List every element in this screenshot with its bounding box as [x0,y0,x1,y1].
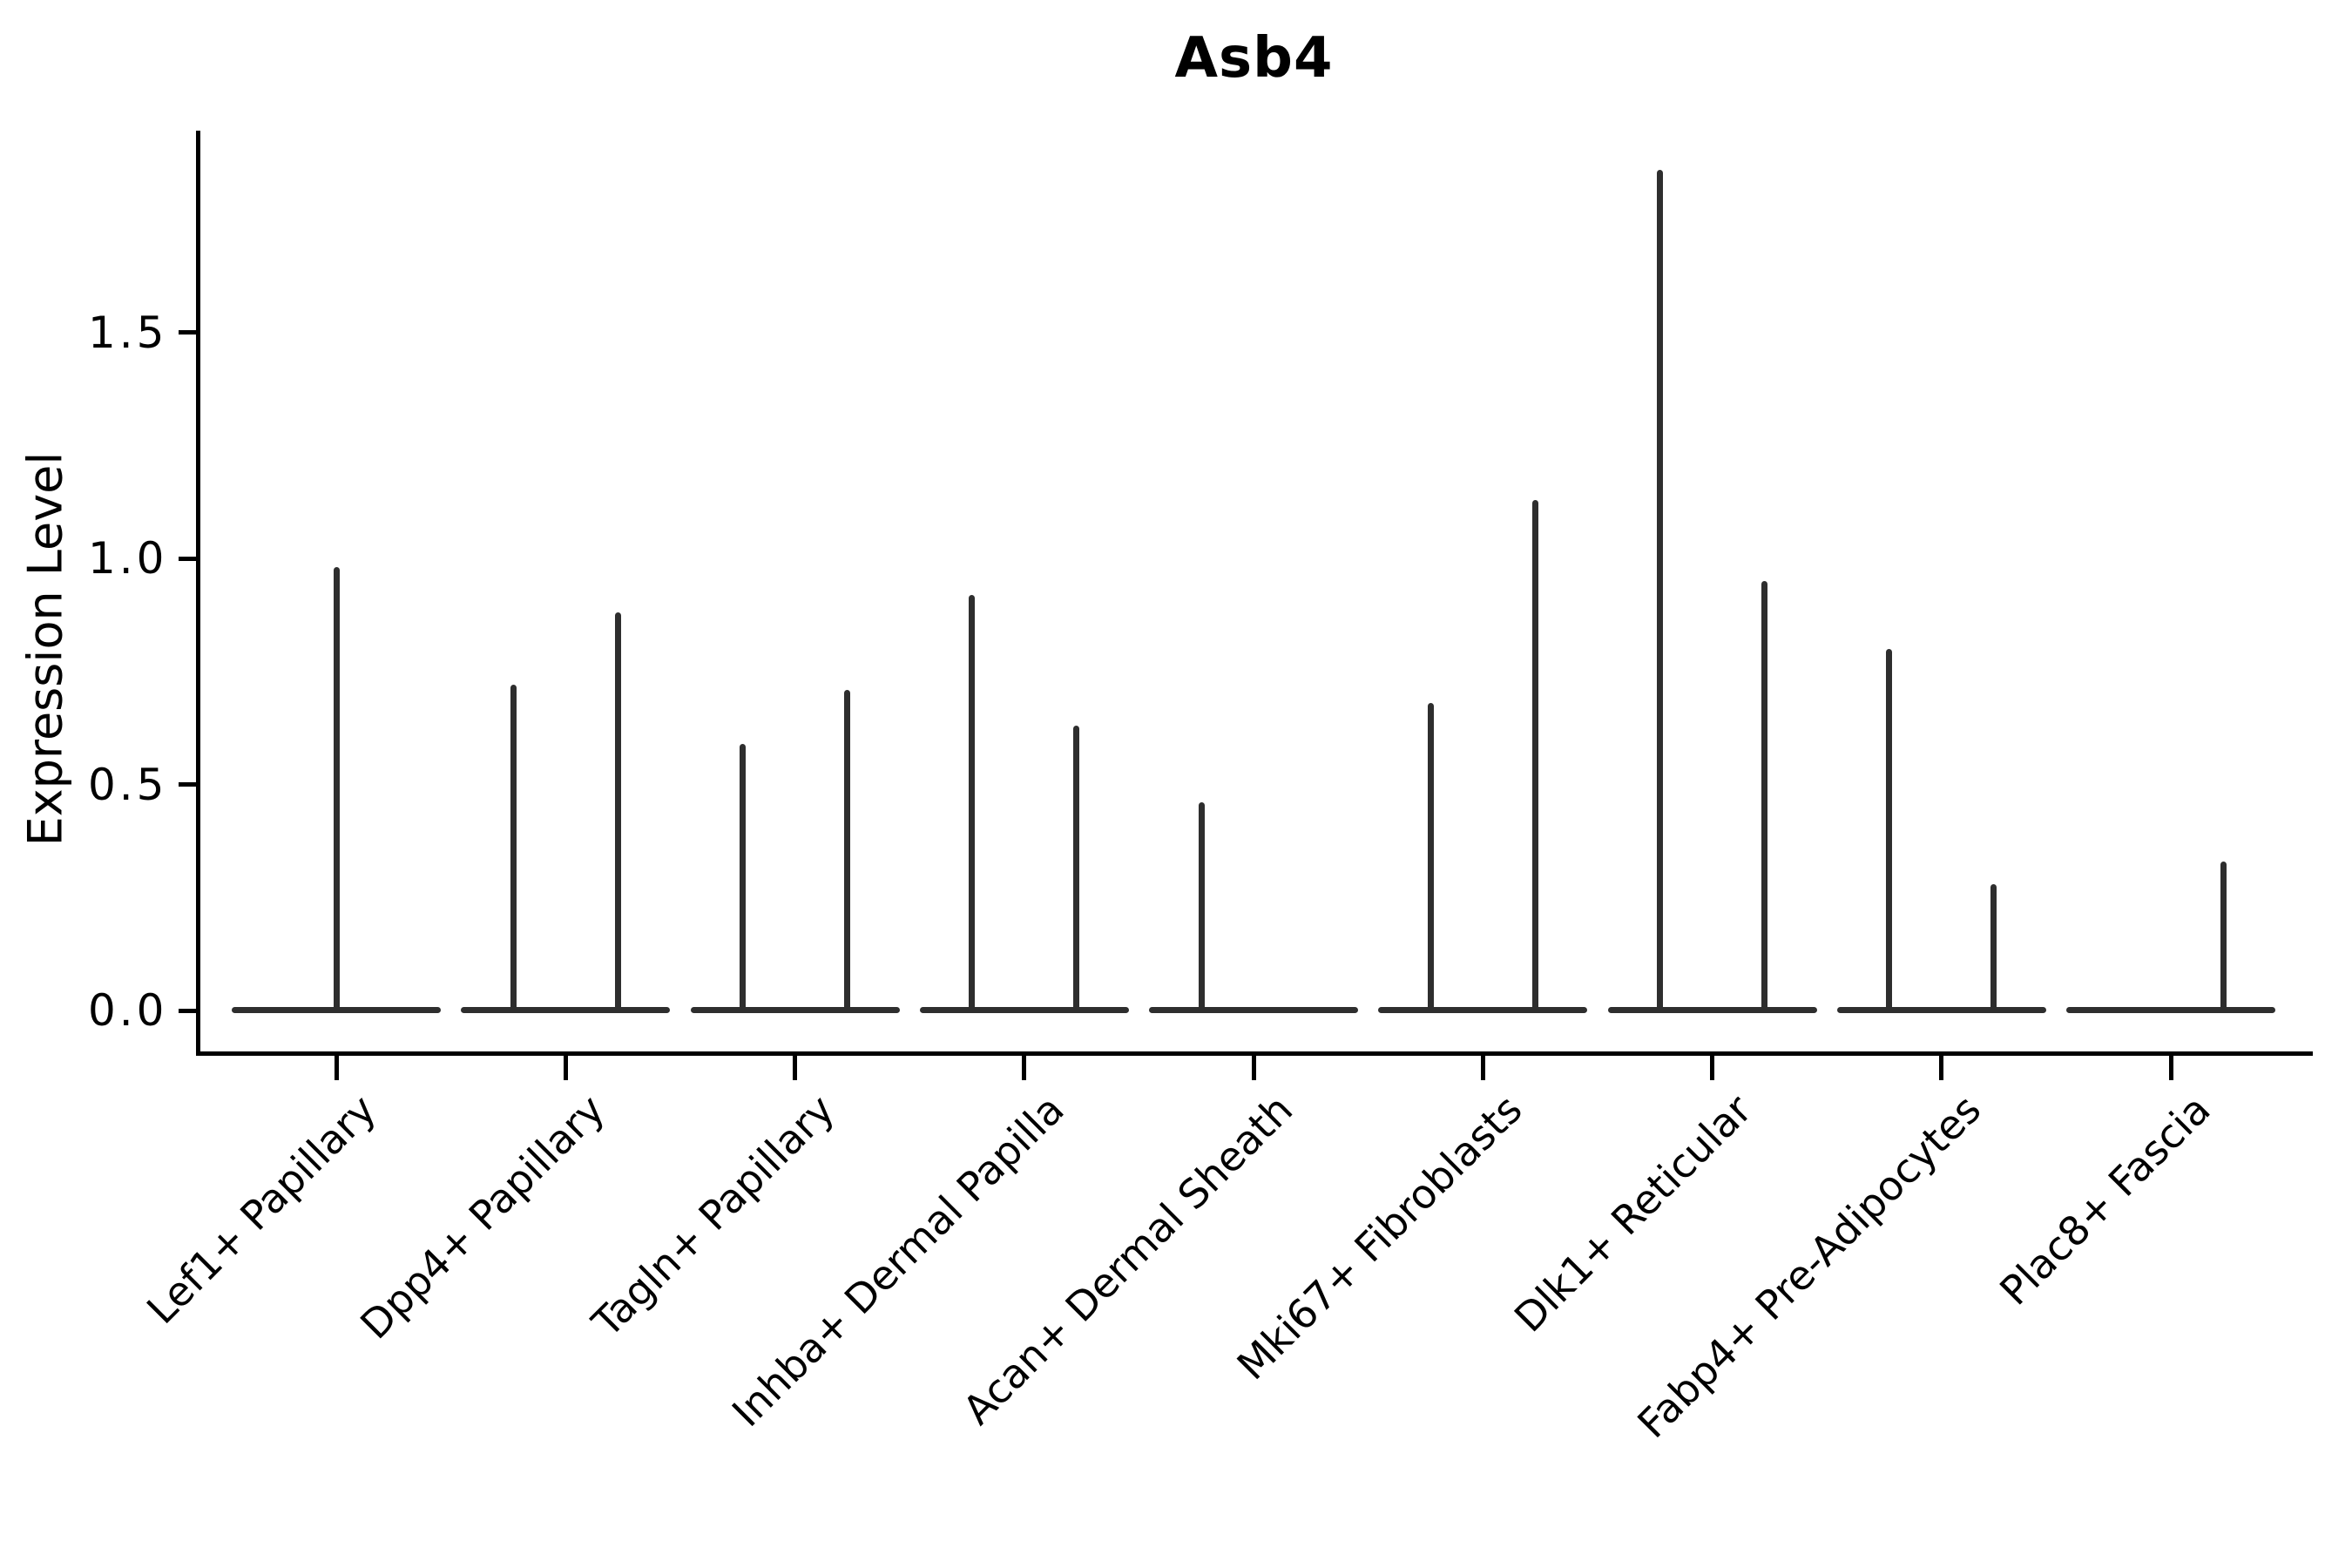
y-tick-label: 1.5 [87,307,168,358]
violin-spike [1073,726,1080,1013]
violin-spike [1761,580,1767,1013]
x-tick [563,1055,568,1080]
x-tick [1710,1055,1714,1080]
violin-baseline [1149,1006,1358,1013]
violin-baseline [919,1006,1129,1013]
violin-spike [333,567,340,1013]
violin-baseline [1607,1006,1817,1013]
y-tick-label: 0.5 [87,759,168,810]
y-tick [178,782,196,787]
violin-spike [1886,648,1893,1013]
x-tick [793,1055,797,1080]
x-tick-label: Dpp4+ Papillary [351,1085,614,1348]
chart-title: Asb4 [1174,26,1334,91]
x-tick [2168,1055,2173,1080]
violin-spike [510,685,517,1013]
violin-spike [614,612,621,1013]
x-tick [1939,1055,1944,1080]
y-axis-spine [195,131,200,1056]
violin-spike [1427,703,1434,1013]
violin-spike [1990,883,1997,1013]
violin-baseline [690,1006,900,1013]
violin-baseline [2066,1006,2275,1013]
violin-baseline [461,1006,671,1013]
violin-spike [740,743,746,1013]
y-tick [178,556,196,561]
y-tick-label: 1.0 [87,533,168,584]
violin-spike [969,594,976,1013]
y-tick [178,1008,196,1013]
x-axis-spine [195,1051,2313,1056]
x-tick [1480,1055,1485,1080]
y-tick-label: 0.0 [87,985,168,1036]
x-tick-label: Lef1+ Papillary [137,1085,385,1334]
violin-spike [1531,499,1538,1013]
x-tick [334,1055,339,1080]
x-tick-label: Tagln+ Papillary [583,1085,843,1347]
y-tick [178,330,196,335]
violin-baseline [1378,1006,1588,1013]
x-tick [1022,1055,1027,1080]
x-tick-label: Dlk1+ Reticular [1504,1085,1761,1342]
x-tick [1251,1055,1256,1080]
violin-spike [1198,802,1205,1013]
violin-spike [2220,861,2227,1013]
violin-baseline [1836,1006,2046,1013]
x-tick-label: Plac8+ Fascia [1990,1085,2220,1315]
violin-spike [1657,169,1663,1013]
violin-spike [844,689,850,1013]
